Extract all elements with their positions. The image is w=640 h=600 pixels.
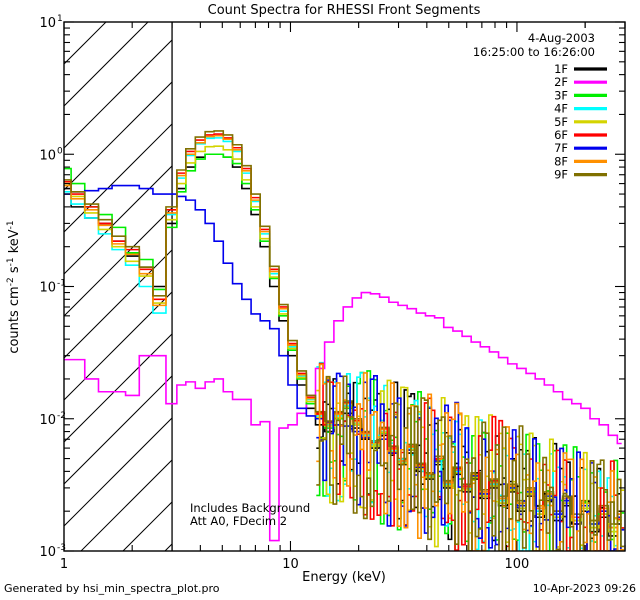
y-tick-label: 10 1 [39, 14, 62, 31]
svg-text:1: 1 [57, 14, 63, 24]
x-tick-label: 1 [60, 557, 68, 572]
x-tick-label: 10 [282, 557, 299, 572]
legend-item-8f[interactable]: 8F [554, 154, 607, 168]
observation-date: 4-Aug-2003 [528, 31, 595, 45]
legend-label: 3F [554, 88, 568, 102]
y-label-exp2: -1 [6, 257, 16, 266]
svg-text:10: 10 [39, 148, 56, 163]
legend-item-5f[interactable]: 5F [554, 115, 607, 129]
observation-time-range: 16:25:00 to 16:26:00 [473, 45, 595, 59]
legend-label: 5F [554, 115, 568, 129]
spectrum-noise-8f [316, 363, 625, 551]
spectrum-line-9f [64, 130, 622, 525]
svg-text:0: 0 [57, 146, 63, 156]
legend-label: 9F [554, 168, 568, 182]
legend-label: 6F [554, 128, 568, 142]
spectrum-noise-5f [316, 379, 625, 551]
y-tick-label: 10 -3 [39, 543, 66, 560]
svg-text:-1: -1 [57, 279, 66, 289]
annotation-attenuator-state: Att A0, FDecim 2 [190, 514, 287, 528]
svg-text:10: 10 [39, 413, 56, 428]
svg-text:-3: -3 [57, 543, 66, 553]
x-tick-labels: 1 10 100 [60, 557, 529, 572]
spectrum-line-2f [64, 291, 622, 542]
y-tick-label: 10 0 [39, 146, 63, 163]
legend-label: 1F [554, 62, 568, 76]
svg-text:-2: -2 [57, 411, 66, 421]
legend-item-2f[interactable]: 2F [554, 75, 607, 89]
y-tick-label: 10 -2 [39, 411, 66, 428]
spectrum-noise-1f [316, 378, 625, 551]
legend-item-1f[interactable]: 1F [554, 62, 607, 76]
y-label-counts: counts cm [7, 286, 22, 353]
spectrum-noise-6f [316, 362, 625, 551]
x-axis-label: Energy (keV) [302, 570, 386, 585]
legend-item-4f[interactable]: 4F [554, 102, 607, 116]
svg-text:10: 10 [39, 16, 56, 31]
page-title: Count Spectra for RHESSI Front Segments [208, 3, 481, 18]
y-label-exp3: -1 [6, 220, 16, 229]
plot-frame [63, 21, 626, 552]
footer-timestamp: 10-Apr-2023 09:26 [533, 582, 636, 595]
legend-item-9f[interactable]: 9F [554, 168, 607, 182]
legend-item-6f[interactable]: 6F [554, 128, 607, 142]
annotation-includes-background: Includes Background [190, 501, 310, 515]
x-tick-label: 100 [505, 557, 530, 572]
y-label-kev: keV [7, 229, 22, 257]
legend-label: 2F [554, 75, 568, 89]
svg-text:counts cm-2 s-1 keV-1: counts cm-2 s-1 keV-1 [6, 220, 22, 353]
spectrum-noise-4f [316, 361, 625, 551]
svg-text:10: 10 [39, 281, 56, 296]
y-axis-label: counts cm-2 s-1 keV-1 [6, 220, 22, 353]
legend-item-3f[interactable]: 3F [554, 88, 607, 102]
hatched-exclusion-region [64, 22, 173, 551]
y-label-exp1: -2 [6, 277, 16, 286]
footer-generator: Generated by hsi_min_spectra_plot.pro [4, 582, 220, 595]
svg-text:10: 10 [39, 545, 56, 560]
legend-label: 8F [554, 154, 568, 168]
spectra-curves [64, 130, 625, 551]
spectrum-noise-9f [316, 375, 625, 551]
y-label-s: s [7, 266, 22, 277]
legend-label: 7F [554, 141, 568, 155]
y-tick-label: 10 -1 [39, 279, 66, 296]
legend-item-7f[interactable]: 7F [554, 141, 607, 155]
legend-label: 4F [554, 102, 568, 116]
